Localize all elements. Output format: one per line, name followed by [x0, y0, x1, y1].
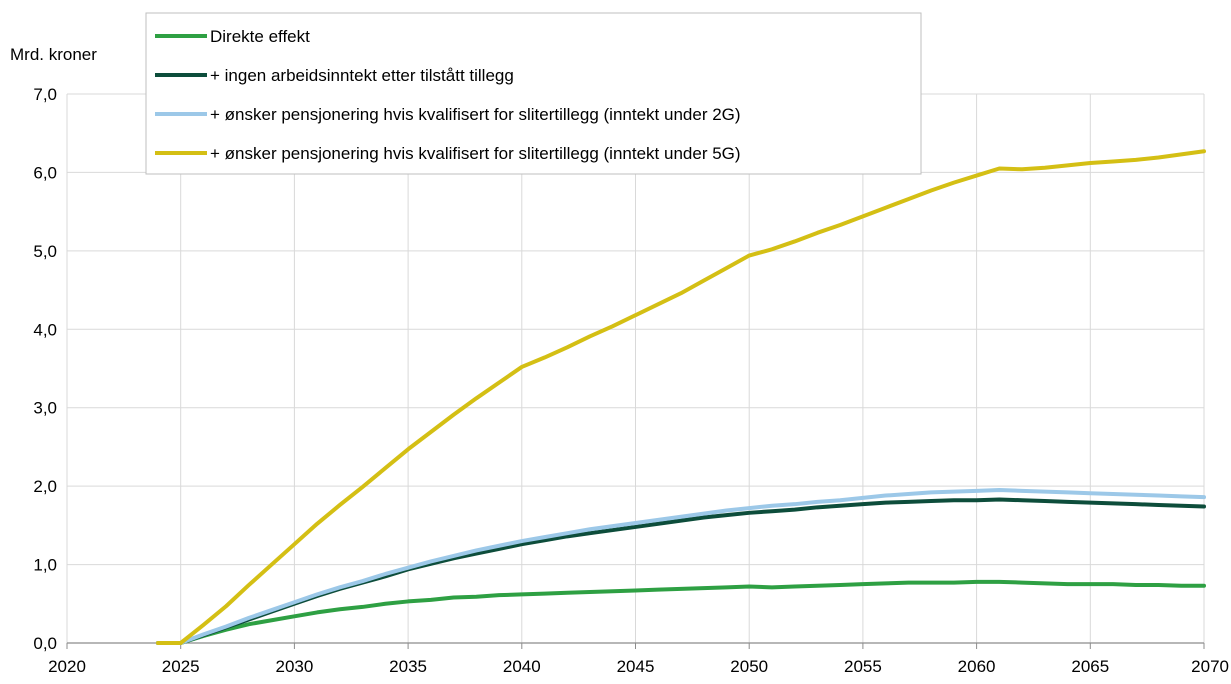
- x-tick-label: 2030: [275, 657, 313, 676]
- y-tick-label: 7,0: [33, 85, 57, 104]
- x-tick-label: 2045: [617, 657, 655, 676]
- series-line-4: [155, 149, 1206, 645]
- legend-entry: Direkte effekt: [210, 27, 310, 46]
- series-line-2: [155, 497, 1206, 645]
- y-tick-label: 1,0: [33, 556, 57, 575]
- series: [155, 149, 1206, 645]
- x-tick-label: 2055: [844, 657, 882, 676]
- y-tick-label: 3,0: [33, 399, 57, 418]
- series-line-3: [155, 488, 1206, 645]
- y-tick-label: 0,0: [33, 634, 57, 653]
- y-tick-label: 5,0: [33, 242, 57, 261]
- x-tick-label: 2040: [503, 657, 541, 676]
- legend-entry: + ingen arbeidsinntekt etter tilstått ti…: [210, 66, 514, 85]
- y-tick-label: 4,0: [33, 320, 57, 339]
- y-tick-label: 2,0: [33, 477, 57, 496]
- x-tick-label: 2025: [162, 657, 200, 676]
- x-tick-label: 2060: [958, 657, 996, 676]
- grid: [66, 93, 1205, 644]
- x-tick-label: 2035: [389, 657, 427, 676]
- x-tick-label: 2050: [730, 657, 768, 676]
- legend-entry: + ønsker pensjonering hvis kvalifisert f…: [210, 144, 741, 163]
- y-tick-label: 6,0: [33, 163, 57, 182]
- x-tick-label: 2065: [1071, 657, 1109, 676]
- legend-box: [145, 12, 922, 175]
- x-tick-label: 2020: [48, 657, 86, 676]
- legend-entry: + ønsker pensjonering hvis kvalifisert f…: [210, 105, 741, 124]
- y-axis-label: Mrd. kroner: [10, 45, 97, 64]
- axes: 0,0 1,0 2,0 3,0 4,0 5,0 6,0 7,0 2020 2025 2030 2035…: [33, 85, 1229, 676]
- series-line-1: [155, 579, 1206, 645]
- legend: Direkte effekt + ingen arbeidsinntekt ett…: [145, 12, 922, 175]
- x-tick-label: 2070: [1191, 657, 1229, 676]
